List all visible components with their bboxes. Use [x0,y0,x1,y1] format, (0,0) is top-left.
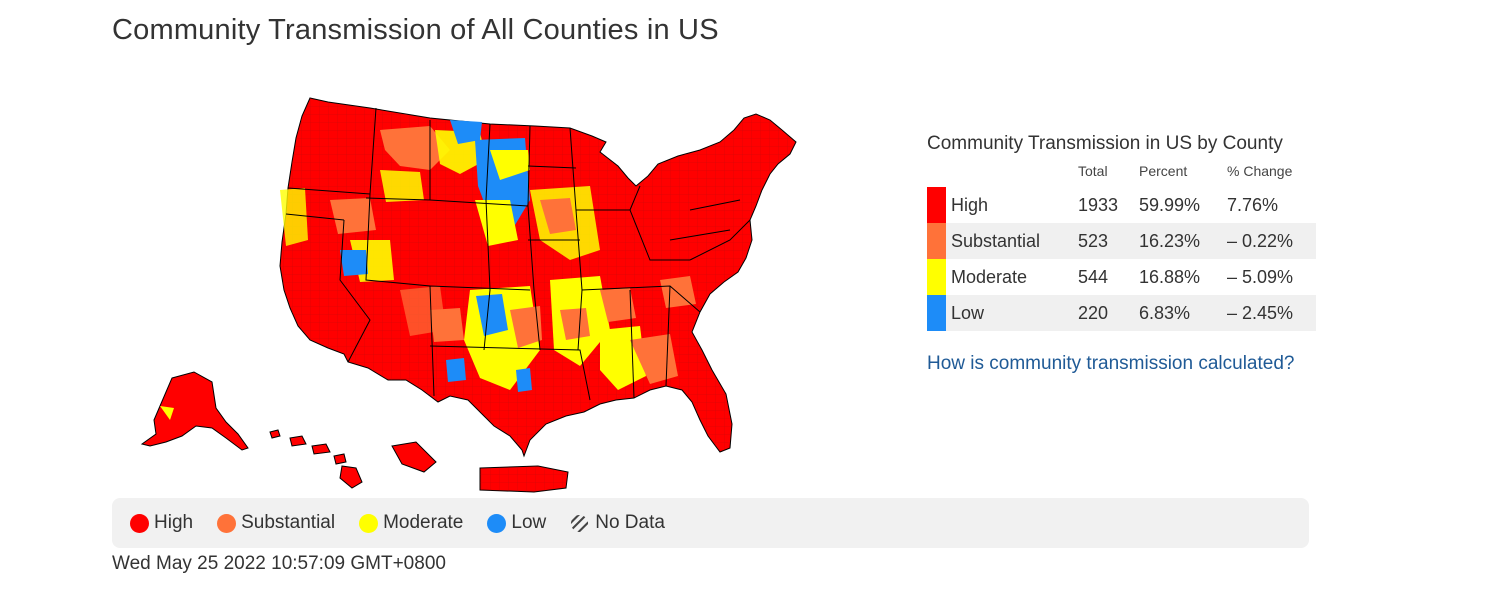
county-patches [280,120,696,392]
percent-value: 16.88% [1139,266,1201,287]
legend-dot-moderate-icon [359,513,379,533]
map-svg[interactable] [130,90,820,500]
change-value: 7.76% [1227,194,1279,215]
table-row-moderate: Moderate 544 16.88% – 5.09% [927,259,1316,295]
level-label: High [951,194,989,215]
territory-shape[interactable] [391,441,437,473]
methodology-link[interactable]: How is community transmission calculated… [927,353,1295,374]
summary-table: Total Percent % Change High 1933 59.99% … [927,163,1316,331]
total-value: 544 [1078,266,1109,287]
percent-value: 6.83% [1139,295,1227,331]
legend-label: Low [511,512,547,533]
header-percent: Percent [1139,163,1188,179]
percent-value: 59.99% [1139,194,1201,215]
total-value: 523 [1078,223,1139,259]
alaska-shape[interactable] [140,371,249,451]
percent-value: 16.23% [1139,223,1227,259]
total-value: 220 [1078,295,1139,331]
change-value: – 2.45% [1227,295,1316,331]
header-level [951,163,1078,187]
map-legend: High Substantial Moderate Low No Data [112,498,1309,548]
header-swatch [927,163,951,187]
timestamp: Wed May 25 2022 10:57:09 GMT+0800 [112,553,446,574]
us-county-transmission-map[interactable] [130,90,820,500]
header-change: % Change [1227,163,1293,179]
table-row-substantial: Substantial 523 16.23% – 0.22% [927,223,1316,259]
summary-title: Community Transmission in US by County [927,133,1283,154]
legend-item-substantial[interactable]: Substantial [217,512,335,534]
table-row-low: Low 220 6.83% – 2.45% [927,295,1316,331]
total-value: 1933 [1078,194,1119,215]
change-value: – 0.22% [1227,223,1316,259]
legend-label: Substantial [241,512,336,533]
summary-panel: Community Transmission in US by County T… [927,133,1317,375]
level-label: Moderate [951,266,1028,287]
page-title: Community Transmission of All Counties i… [112,14,719,46]
legend-item-high[interactable]: High [130,512,193,534]
hawaii-shape[interactable] [269,429,363,489]
legend-label: Moderate [383,512,464,533]
level-label: Low [951,295,1078,331]
hatched-circle-icon [571,514,589,532]
legend-item-moderate[interactable]: Moderate [359,512,463,534]
legend-dot-low-icon [487,513,507,533]
color-swatch-substantial [927,223,946,259]
legend-label: High [154,512,194,533]
state-borders [285,107,751,401]
legend-item-low[interactable]: Low [487,512,546,534]
color-swatch-high [927,187,946,223]
legend-dot-high-icon [130,513,149,533]
legend-label: No Data [595,512,665,533]
level-label: Substantial [951,223,1078,259]
color-swatch-low [927,295,946,331]
change-value: – 5.09% [1227,266,1294,287]
header-total: Total [1078,163,1108,179]
color-swatch-moderate [927,259,946,295]
table-row-high: High 1933 59.99% 7.76% [927,187,1316,223]
legend-item-no-data[interactable]: No Data [570,512,665,534]
legend-dot-substantial-icon [217,513,237,533]
